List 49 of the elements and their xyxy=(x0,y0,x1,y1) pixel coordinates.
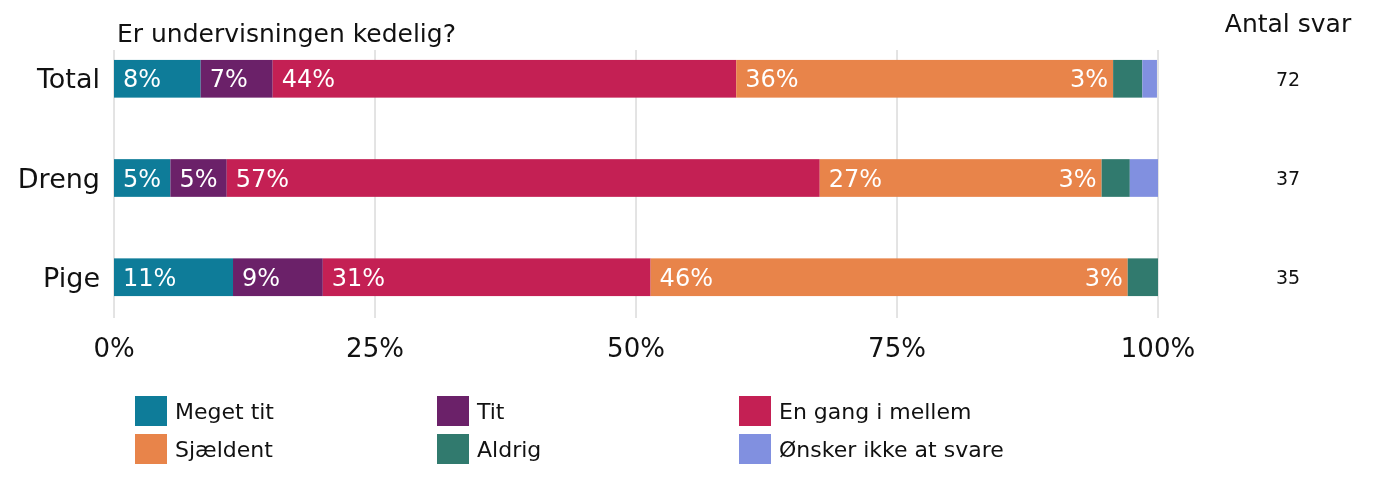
data-label: 44% xyxy=(281,65,336,94)
legend-label: Aldrig xyxy=(477,436,542,462)
data-label: 36% xyxy=(745,65,799,94)
data-label: 46% xyxy=(659,263,713,292)
data-label: 5% xyxy=(179,164,218,193)
y-tick-label: Total xyxy=(35,63,100,95)
text: 72 xyxy=(1275,67,1301,90)
bar xyxy=(1101,159,1130,197)
y-tick-label: Pige xyxy=(43,261,100,293)
legend-label: Sjældent xyxy=(175,436,274,462)
data-label: 57% xyxy=(235,164,290,193)
data-label: 27% xyxy=(828,164,883,193)
data-label: 3% xyxy=(1070,65,1109,94)
data-label: 7% xyxy=(209,65,248,94)
bar xyxy=(1142,59,1157,98)
text: 35 xyxy=(1275,266,1301,289)
bar xyxy=(736,59,1114,98)
bar xyxy=(1113,59,1143,98)
x-tick-label: 75% xyxy=(868,333,926,363)
bar xyxy=(819,159,1102,197)
legend-label: Ønsker ikke at svare xyxy=(779,436,1004,462)
bar xyxy=(272,59,737,98)
data-label: 3% xyxy=(1084,263,1123,292)
text: Antal svar xyxy=(1224,9,1352,38)
chart-title: Er undervisningen kedelig? xyxy=(117,19,456,48)
data-label: 5% xyxy=(123,164,162,193)
bar xyxy=(114,258,234,297)
x-tick-label: 100% xyxy=(1120,333,1196,363)
legend-label: Meget tit xyxy=(175,398,275,424)
bar xyxy=(322,258,651,297)
legend-label: Tit xyxy=(476,398,505,424)
x-tick-label: 25% xyxy=(346,333,404,363)
data-label: 8% xyxy=(123,65,162,94)
legend-label: En gang i mellem xyxy=(779,398,972,424)
x-tick-label: 50% xyxy=(607,333,665,363)
data-label: 11% xyxy=(123,263,177,292)
bar xyxy=(1129,159,1158,197)
data-label: 3% xyxy=(1058,164,1097,193)
bar xyxy=(200,59,273,98)
data-label: 9% xyxy=(242,263,281,292)
bar xyxy=(233,258,323,297)
bar xyxy=(1127,258,1158,297)
data-label: 31% xyxy=(331,263,386,292)
bar xyxy=(114,59,201,98)
bar xyxy=(226,159,820,197)
y-tick-label: Dreng xyxy=(17,162,100,194)
text: 37 xyxy=(1275,166,1301,189)
bar xyxy=(650,258,1128,297)
x-tick-label: 0% xyxy=(93,333,135,363)
